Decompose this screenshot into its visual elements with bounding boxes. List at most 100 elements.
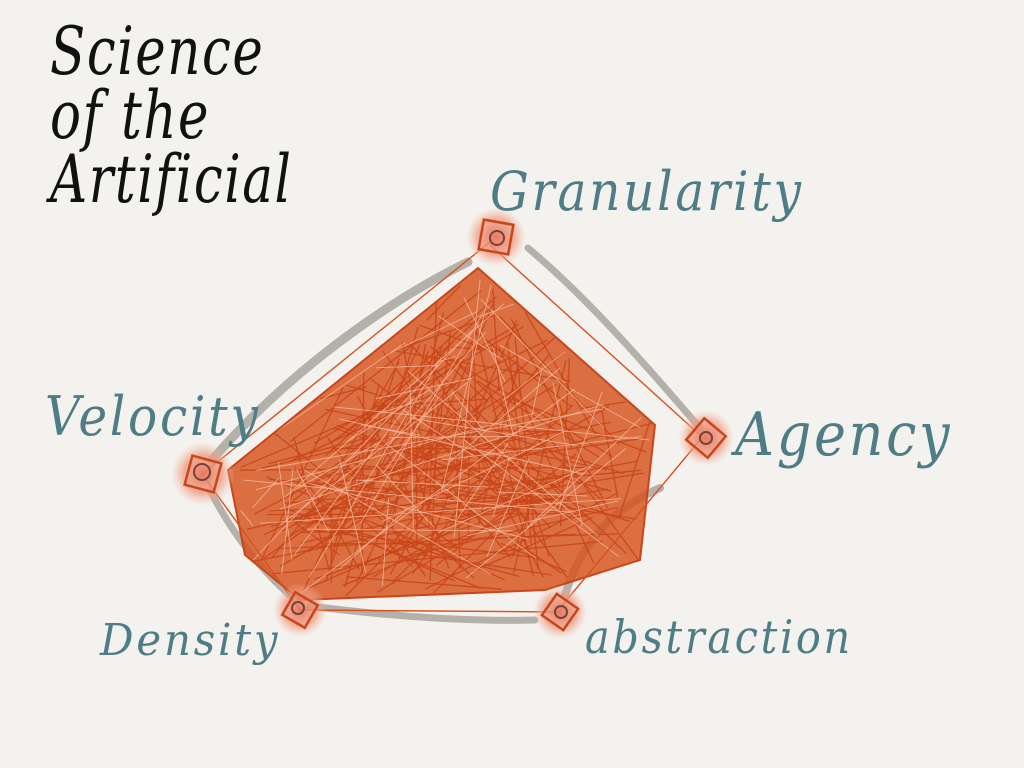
scribble-stroke: [308, 357, 442, 579]
scribble-stroke: [472, 516, 594, 572]
scribble-stroke: [281, 468, 294, 575]
title-line-3: Artificial: [50, 141, 293, 218]
scribble-stroke: [582, 401, 626, 409]
scribble-stroke: [531, 369, 543, 417]
scribble-stroke: [361, 372, 365, 575]
scribble-stroke: [409, 383, 414, 531]
scribble-stroke: [486, 458, 530, 557]
scribble-stroke: [240, 510, 254, 526]
scribble-stroke: [441, 284, 492, 492]
scribble-stroke: [401, 341, 425, 452]
label-granularity: Granularity: [490, 160, 804, 223]
scribble-stroke: [346, 326, 524, 431]
scribble-stroke: [431, 437, 530, 523]
scribble-stroke: [600, 405, 619, 498]
title-line-1: Science: [50, 13, 265, 90]
scribble-stroke: [295, 468, 329, 532]
scribble-stroke: [375, 365, 439, 369]
scribble-stroke: [389, 311, 478, 354]
scribble-stroke: [375, 377, 473, 400]
scribble-fill: [226, 266, 657, 602]
scribble-stroke: [360, 312, 484, 524]
scribble-stroke: [447, 354, 607, 506]
scribble-stroke: [433, 390, 568, 578]
scribble-stroke: [278, 461, 293, 560]
scribble-stroke: [289, 290, 482, 443]
scribble-stroke: [255, 412, 535, 491]
scribble-stroke: [384, 442, 537, 559]
scribble-stroke: [252, 477, 280, 509]
scribble-stroke: [381, 429, 568, 522]
scribble-stroke: [389, 331, 487, 445]
scribble-stroke: [308, 478, 560, 589]
label-abstraction: abstraction: [585, 610, 853, 664]
scribble-stroke: [446, 404, 574, 522]
scribble-stroke: [442, 438, 559, 489]
scribble-stroke: [339, 458, 366, 573]
scribble-stroke: [294, 466, 346, 536]
label-density: Density: [100, 615, 281, 666]
scribble-stroke: [355, 479, 489, 488]
scribble-stroke: [453, 279, 481, 538]
scribble-stroke: [426, 285, 461, 321]
scribble-stroke: [268, 436, 370, 465]
edge-abstraction-density: [306, 602, 539, 624]
scribble-stroke: [338, 418, 584, 475]
scribble-stroke: [408, 370, 598, 537]
scribble-stroke: [429, 345, 488, 402]
scribble-stroke: [569, 388, 641, 428]
scribble-stroke: [438, 465, 591, 533]
scribble-stroke: [307, 517, 520, 578]
scribble-stroke: [456, 442, 509, 520]
scribble-stroke: [296, 388, 575, 597]
scribble-stroke: [271, 341, 453, 559]
node-granularity: [466, 207, 526, 267]
scribble-stroke: [429, 364, 545, 578]
scribble-stroke: [408, 417, 577, 446]
scribble-stroke: [380, 401, 512, 559]
scribble-stroke: [544, 430, 639, 561]
label-velocity: Velocity: [45, 385, 261, 448]
scribble-stroke: [301, 529, 393, 533]
scribble-stroke: [282, 360, 460, 511]
node-density: [273, 583, 327, 637]
node-velocity: [171, 442, 235, 506]
scribble-stroke: [401, 445, 630, 523]
title-line-2: of the: [50, 77, 211, 154]
scribble-stroke: [402, 409, 475, 457]
edge-granularity-velocity: [207, 257, 473, 465]
scribble-stroke: [346, 388, 431, 442]
scribble-stroke: [383, 396, 440, 473]
scribble-stroke: [498, 491, 587, 497]
scribble-stroke: [529, 422, 652, 455]
edge-granularity-agency: [524, 244, 704, 432]
scribble-stroke: [300, 344, 421, 596]
scribble-stroke: [451, 391, 486, 433]
scribble-stroke: [325, 408, 607, 471]
scribble-stroke: [498, 346, 562, 488]
scribble-stroke: [412, 480, 478, 575]
scribble-stroke: [387, 314, 495, 354]
scribble-stroke: [463, 439, 620, 558]
scribble-stroke: [440, 436, 641, 461]
scribble-stroke: [503, 351, 565, 401]
scribble-stroke: [462, 429, 558, 433]
scribble-stroke: [478, 533, 618, 539]
scribble-stroke: [480, 298, 605, 429]
scribble-stroke: [382, 499, 389, 586]
scribble-stroke: [307, 438, 456, 553]
scribble-stroke: [293, 441, 382, 491]
scribble-stroke: [293, 437, 330, 570]
scribble-stroke: [438, 315, 502, 360]
scribble-stroke: [437, 355, 456, 363]
scribble-stroke: [423, 479, 563, 574]
scribble-stroke: [559, 404, 573, 450]
scribble-stroke: [524, 312, 597, 437]
scribble-stroke: [492, 288, 500, 392]
scribble-stroke: [333, 406, 650, 441]
scribble-stroke: [475, 331, 534, 576]
label-agency: Agency: [735, 400, 953, 470]
scribble-stroke: [327, 513, 360, 570]
